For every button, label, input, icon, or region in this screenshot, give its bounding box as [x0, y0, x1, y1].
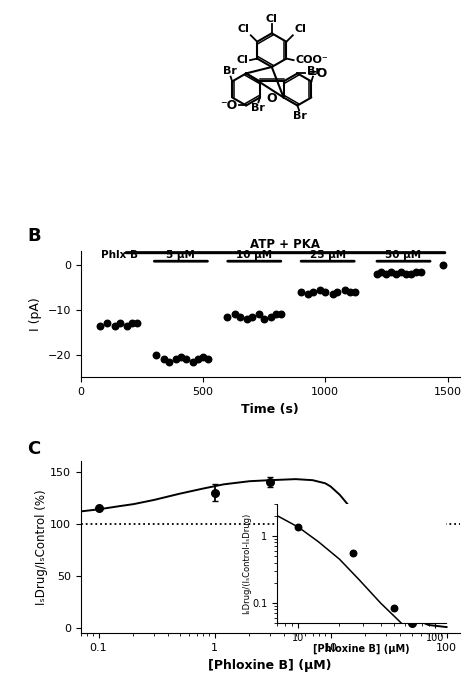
Point: [204, 354, 211, 365]
Point: [266, 477, 273, 488]
Point: [96, 320, 104, 331]
Point: [349, 548, 356, 559]
Point: [111, 320, 118, 331]
Point: [243, 313, 251, 324]
Text: Br: Br: [293, 111, 307, 121]
Text: Br: Br: [223, 66, 237, 76]
Point: [273, 309, 280, 320]
Point: [439, 259, 447, 270]
Text: A: A: [187, 0, 201, 3]
Point: [116, 318, 124, 329]
Point: [397, 266, 405, 277]
Point: [95, 503, 102, 513]
Point: [417, 266, 424, 277]
Text: Cl: Cl: [266, 14, 278, 24]
X-axis label: Time (s): Time (s): [241, 402, 299, 415]
Text: B: B: [27, 227, 41, 245]
Point: [248, 311, 255, 322]
Point: [334, 287, 341, 298]
Point: [128, 318, 136, 329]
Point: [224, 311, 231, 322]
Point: [329, 289, 337, 300]
Point: [211, 487, 219, 498]
Text: 10 μM: 10 μM: [236, 250, 273, 260]
Y-axis label: IₛDrug/(IₛControl-IₛDrug): IₛDrug/(IₛControl-IₛDrug): [242, 513, 251, 614]
Text: C: C: [27, 440, 41, 458]
Point: [383, 268, 390, 279]
Point: [160, 354, 167, 365]
Text: ⁻O: ⁻O: [220, 99, 237, 112]
Y-axis label: I (pA): I (pA): [29, 298, 42, 331]
Point: [133, 318, 141, 329]
Point: [321, 287, 329, 298]
Point: [194, 354, 202, 365]
Text: O: O: [266, 92, 277, 105]
X-axis label: [Phloxine B] (μM): [Phloxine B] (μM): [209, 659, 332, 671]
Point: [347, 567, 355, 578]
Point: [172, 354, 180, 365]
Text: =O: =O: [306, 67, 328, 80]
Text: 25 μM: 25 μM: [310, 250, 346, 260]
Point: [351, 287, 358, 298]
Point: [392, 268, 400, 279]
Point: [390, 602, 398, 613]
Point: [177, 351, 185, 362]
Text: Cl: Cl: [237, 24, 249, 33]
Point: [378, 266, 385, 277]
Point: [123, 320, 131, 331]
Text: 5 μM: 5 μM: [166, 250, 195, 260]
Point: [260, 313, 268, 324]
Point: [231, 309, 238, 320]
Point: [373, 268, 381, 279]
Point: [104, 318, 111, 329]
Point: [189, 356, 197, 367]
Point: [387, 266, 395, 277]
Text: Cl: Cl: [237, 55, 248, 65]
Point: [255, 309, 263, 320]
Point: [407, 268, 415, 279]
Point: [199, 351, 207, 362]
Point: [182, 354, 190, 365]
Point: [402, 268, 410, 279]
Point: [236, 311, 243, 322]
Point: [373, 605, 381, 616]
X-axis label: [Phloxine B] (μM): [Phloxine B] (μM): [313, 644, 410, 654]
Text: ATP + PKA: ATP + PKA: [250, 238, 320, 251]
Text: Br: Br: [251, 103, 264, 113]
Text: COO⁻: COO⁻: [295, 55, 328, 65]
Point: [304, 289, 312, 300]
Point: [412, 266, 419, 277]
Point: [346, 287, 354, 298]
Point: [277, 309, 285, 320]
Text: Cl: Cl: [294, 24, 306, 33]
Point: [165, 356, 173, 367]
Point: [317, 284, 324, 295]
Point: [295, 522, 302, 533]
Y-axis label: IₛDrug/IₛControl (%): IₛDrug/IₛControl (%): [36, 490, 48, 605]
Point: [297, 287, 305, 298]
Point: [153, 349, 160, 360]
Point: [327, 522, 334, 533]
Text: Phlx B: Phlx B: [101, 250, 138, 260]
Point: [309, 287, 317, 298]
Point: [341, 284, 348, 295]
Text: 50 μM: 50 μM: [385, 250, 421, 260]
Point: [268, 311, 275, 322]
Text: Br: Br: [307, 66, 321, 76]
Point: [408, 618, 415, 629]
